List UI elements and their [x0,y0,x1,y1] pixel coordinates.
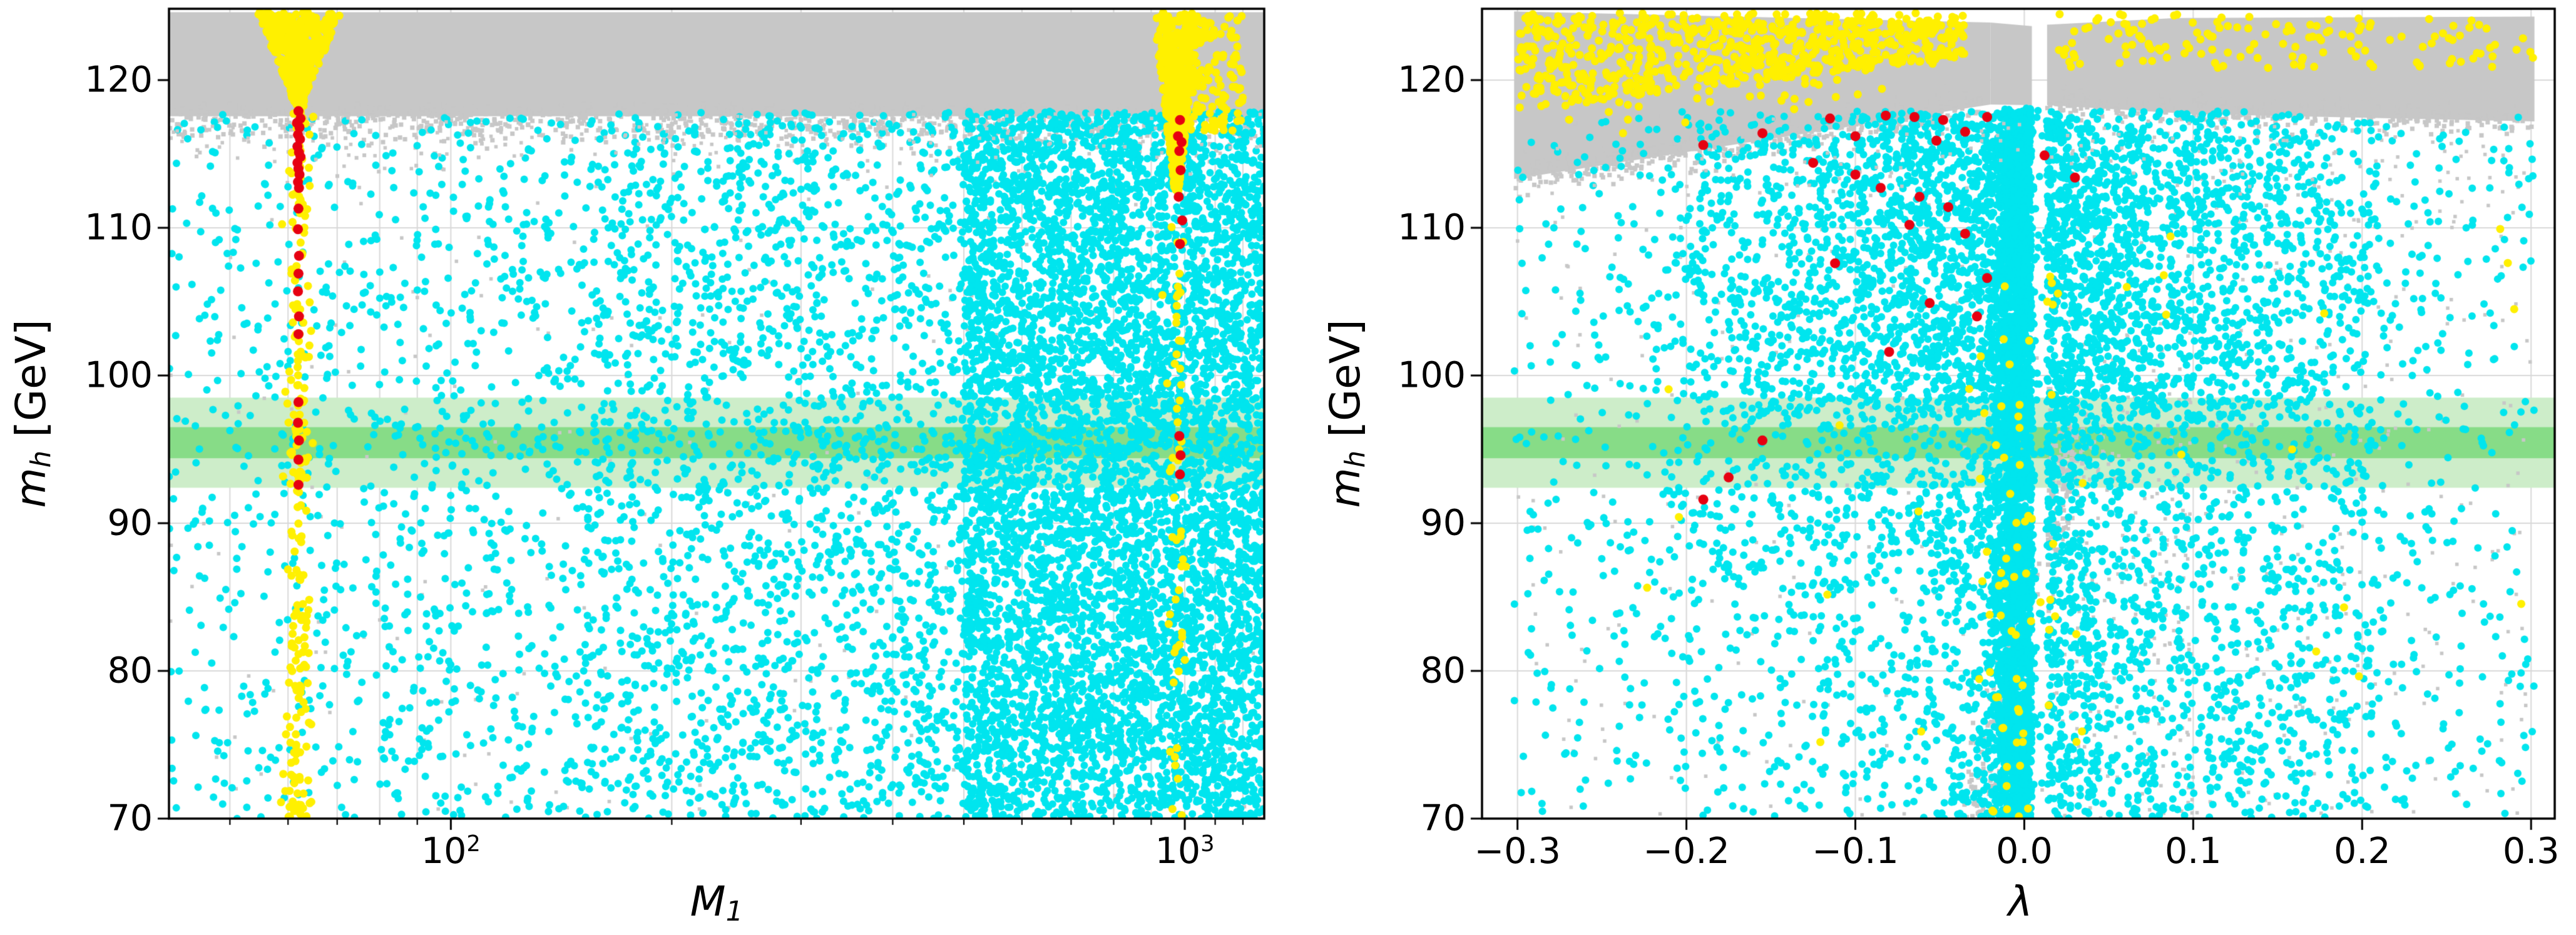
left-y-axis-label: mh [GeV] [7,319,57,508]
right-y-axis-unit: [GeV] [1321,319,1369,451]
right-y-axis-variable: m [1321,468,1369,508]
left-y-axis-subscript: h [25,450,57,468]
left-x-axis-label: M1 [690,881,744,926]
right-y-axis-subscript: h [1339,450,1371,468]
right-x-axis-label: λ [2008,881,2032,922]
right-y-axis-label: mh [GeV] [1321,319,1371,508]
right-x-axis-variable: λ [2008,877,2033,926]
left-y-axis-variable: m [7,468,55,508]
left-y-axis-unit: [GeV] [7,319,55,451]
left-x-axis-variable: M [690,877,726,926]
left-x-axis-subscript: 1 [725,896,744,927]
